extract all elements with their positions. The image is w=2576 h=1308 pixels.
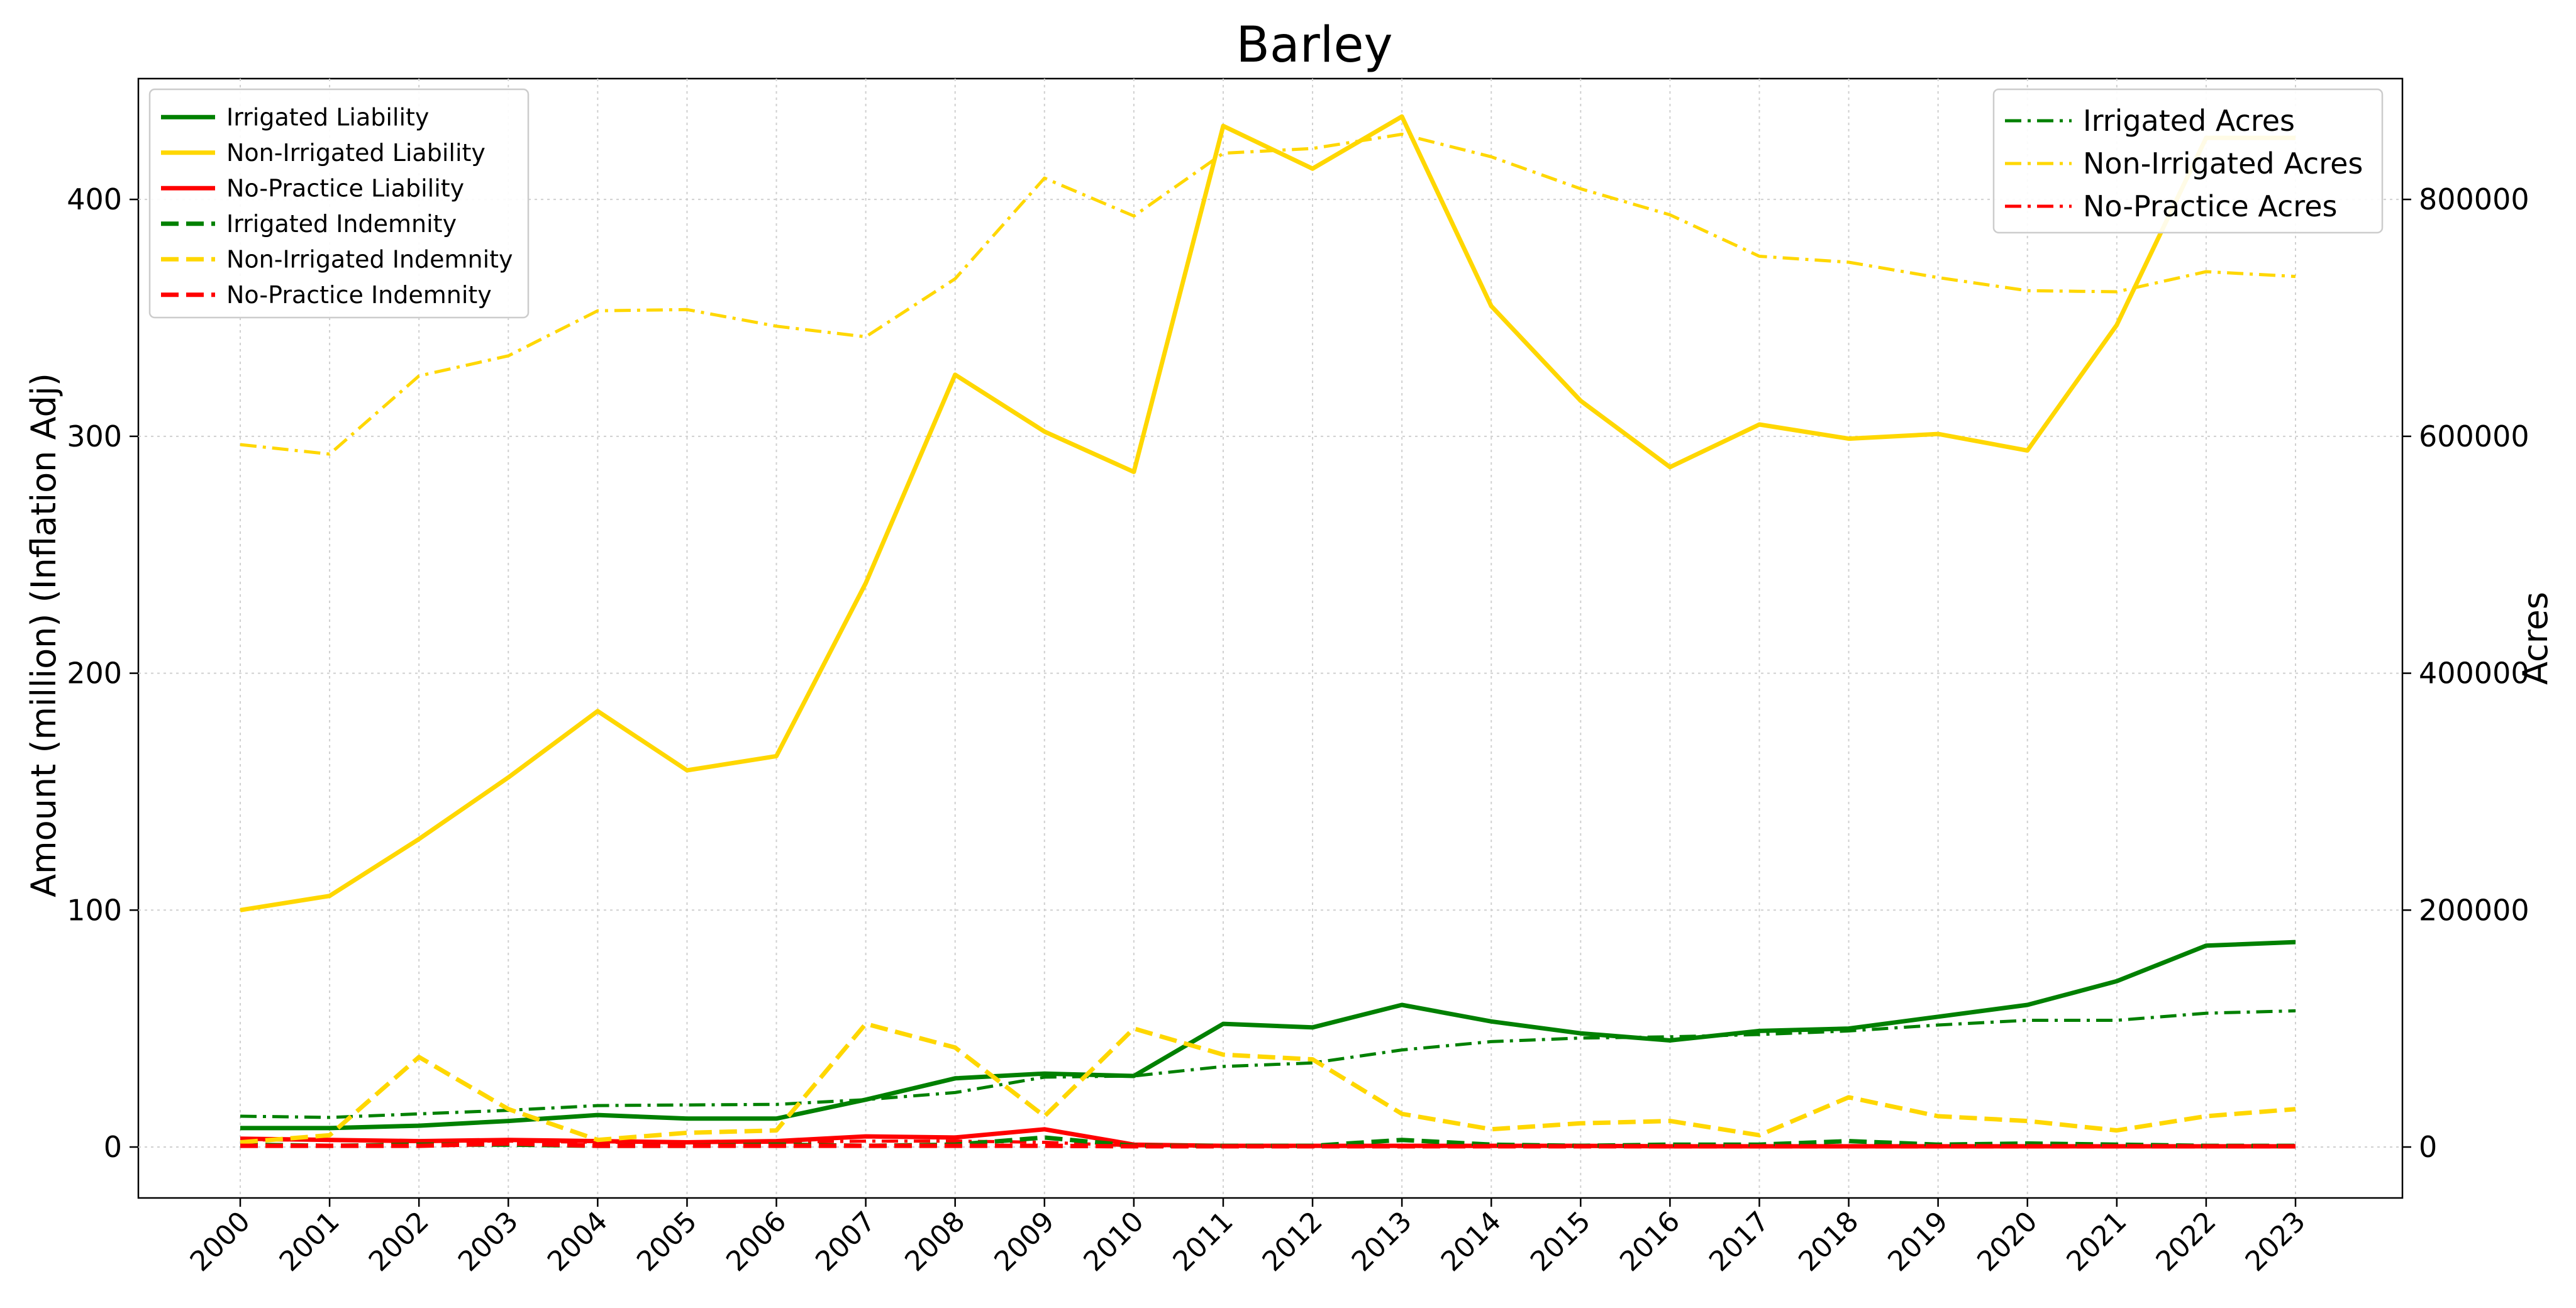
x-tick-label: 2004 <box>541 1205 614 1278</box>
non-irrigated-indemnity-line <box>240 1021 2296 1144</box>
y-axis-right-label: Acres <box>2516 592 2555 685</box>
x-axis: 2000 2001 2002 2003 2004 2005 2006 2007 2008 2009… <box>184 1198 2312 1278</box>
x-tick-label: 2012 <box>1257 1205 1329 1278</box>
x-tick-label: 2017 <box>1703 1205 1775 1278</box>
y-left-tick-label: 0 <box>104 1130 122 1164</box>
x-tick-label: 2013 <box>1346 1205 1418 1278</box>
x-tick-label: 2020 <box>1971 1205 2043 1278</box>
legend-label: Irrigated Liability <box>226 104 429 131</box>
legend-label: Non-Irrigated Liability <box>226 139 486 167</box>
non-irrigated-liability-line <box>240 114 2296 912</box>
left-axis-series <box>240 114 2296 1149</box>
x-tick-label: 2021 <box>2060 1205 2133 1278</box>
y-left-tick-label: 400 <box>67 182 122 216</box>
legend-label: No-Practice Liability <box>226 175 464 202</box>
non-irrigated-acres-line <box>240 133 2296 456</box>
x-tick-label: 2001 <box>274 1205 346 1278</box>
legend-label: Irrigated Acres <box>2083 104 2295 138</box>
x-tick-label: 2016 <box>1614 1205 1686 1278</box>
x-tick-label: 2009 <box>988 1205 1060 1278</box>
irrigated-acres-line <box>240 1009 2296 1119</box>
legend-box <box>148 88 530 319</box>
y-left-tick-label: 100 <box>67 893 122 927</box>
x-tick-label: 2011 <box>1167 1205 1239 1278</box>
chart-title: Barley <box>1236 17 1392 74</box>
x-tick-label: 2003 <box>452 1205 525 1278</box>
y-right-tick-label: 0 <box>2419 1130 2437 1164</box>
y-left-tick-label: 200 <box>67 657 122 690</box>
x-tick-label: 2010 <box>1077 1205 1150 1278</box>
y-axis-left-label: Amount (million) (Inflation Adj) <box>24 373 64 897</box>
x-tick-label: 2006 <box>720 1205 792 1278</box>
legend-box <box>1992 88 2384 234</box>
irrigated-liability-line <box>240 939 2296 1131</box>
x-tick-label: 2019 <box>1882 1205 1954 1278</box>
no-practice-indemnity-line <box>240 1141 2296 1149</box>
legend-left: Irrigated Liability Non-Irrigated Liabili… <box>148 88 530 319</box>
y-right-tick-label: 600000 <box>2419 419 2529 453</box>
x-tick-label: 2007 <box>809 1205 882 1278</box>
x-tick-label: 2022 <box>2150 1205 2222 1278</box>
legend-label: No-Practice Acres <box>2083 189 2337 223</box>
legend-right: Irrigated Acres Non-Irrigated Acres No-Pra… <box>1992 88 2384 234</box>
legend-label: Non-Irrigated Indemnity <box>226 246 513 274</box>
legend-label: No-Practice Indemnity <box>226 281 492 309</box>
x-tick-label: 2008 <box>899 1205 971 1278</box>
legend-label: Irrigated Indemnity <box>226 210 457 238</box>
y-axis-right: 0 200000 400000 600000 800000 <box>2402 182 2529 1164</box>
y-right-tick-label: 200000 <box>2419 893 2529 927</box>
x-tick-label: 2018 <box>1792 1205 1865 1278</box>
x-tick-label: 2014 <box>1435 1205 1507 1278</box>
x-tick-label: 2023 <box>2240 1205 2312 1278</box>
x-tick-label: 2000 <box>184 1205 257 1278</box>
legend-label: Non-Irrigated Acres <box>2083 147 2363 180</box>
x-tick-label: 2005 <box>631 1205 703 1278</box>
y-right-tick-label: 800000 <box>2419 182 2529 216</box>
x-tick-label: 2002 <box>363 1205 435 1278</box>
y-right-tick-label: 400000 <box>2419 657 2529 690</box>
x-tick-label: 2015 <box>1524 1205 1597 1278</box>
y-axis-left: 0 100 200 300 400 <box>67 182 138 1164</box>
y-left-tick-label: 300 <box>67 419 122 453</box>
